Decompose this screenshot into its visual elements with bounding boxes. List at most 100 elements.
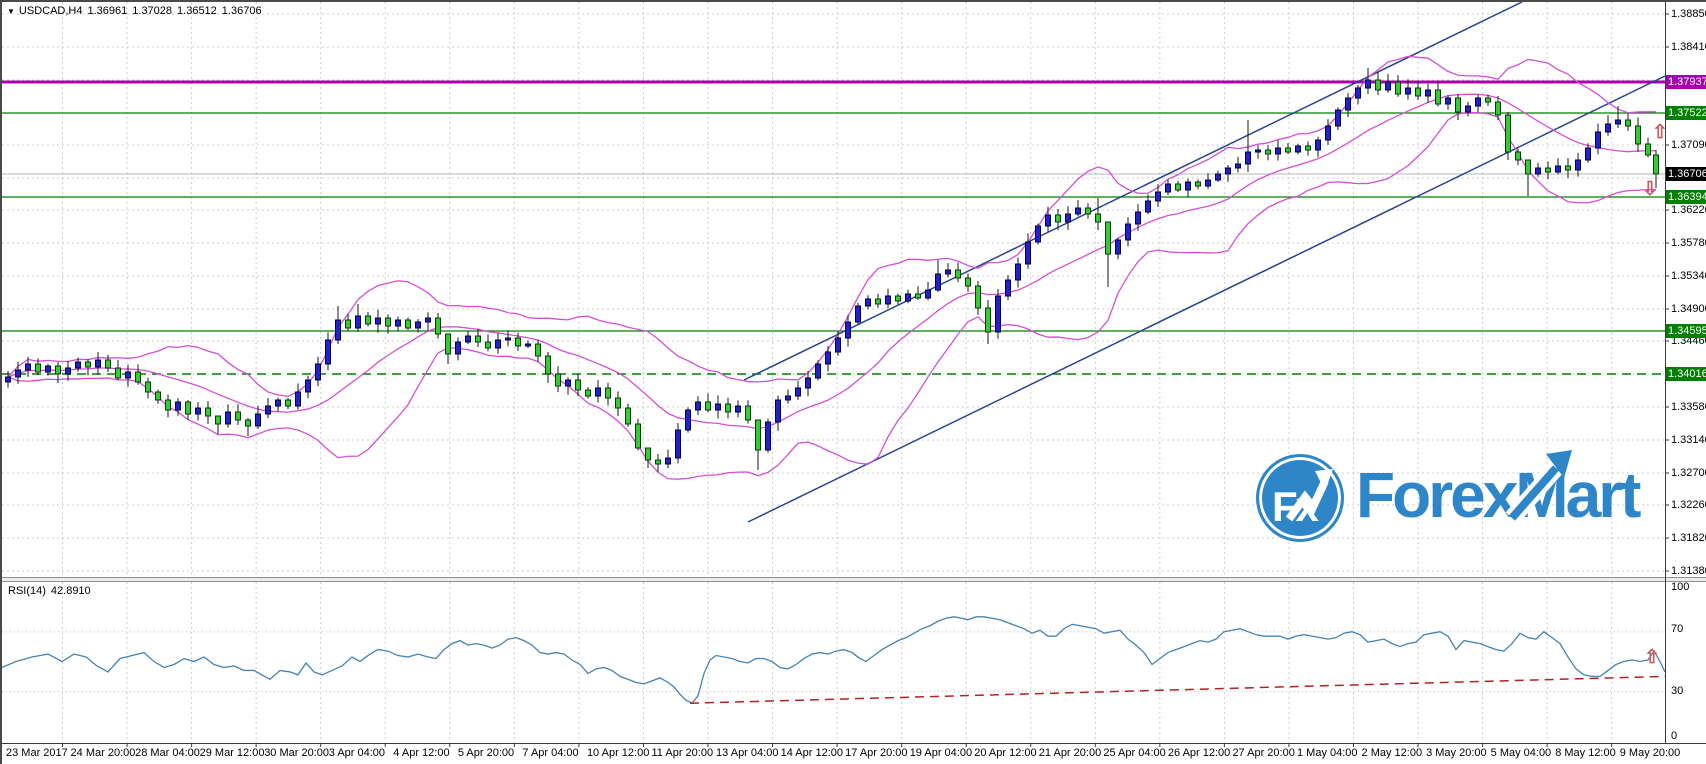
candle-body	[245, 419, 251, 427]
price-axis-label: 1.32260	[1671, 499, 1706, 511]
time-axis-label: 10 Apr 12:00	[586, 747, 650, 759]
time-axis-label: 9 May 20:00	[1619, 747, 1681, 759]
candle-body	[545, 355, 551, 375]
time-axis-label: 3 May 20:00	[1426, 747, 1487, 759]
candle-body	[55, 365, 61, 375]
candle-body	[1185, 181, 1191, 191]
price-axis-label: 1.32700	[1671, 467, 1706, 479]
time-axis-label: 24 Mar 20:00	[70, 747, 136, 759]
candle-body	[955, 269, 961, 279]
candle-body	[1495, 101, 1501, 116]
rsi-value: 42.8910	[50, 585, 91, 597]
candle-body	[235, 411, 241, 421]
rsi-signal-arrow[interactable]: ⇧	[1644, 647, 1660, 668]
candle-body	[1565, 165, 1571, 171]
candle-body	[825, 351, 831, 365]
candle-body	[1085, 207, 1091, 215]
candle-body	[695, 401, 701, 411]
quote-high: 1.37028	[132, 5, 173, 17]
candle-body	[1015, 263, 1021, 281]
main-panel	[2, 2, 1665, 523]
quote-close: 1.36706	[221, 5, 262, 17]
symbol-period: USDCAD,H4	[18, 5, 83, 17]
candle-body	[1425, 89, 1431, 97]
candle-body	[1465, 105, 1471, 113]
candle-body	[885, 295, 891, 305]
price-axis-label: 1.38410	[1671, 41, 1706, 53]
candle-body	[965, 277, 971, 287]
price-axis-label: 1.31380	[1671, 565, 1706, 577]
buy-signal-arrow[interactable]: ⇧	[1652, 122, 1668, 143]
rsi-name: RSI(14)	[8, 585, 46, 597]
candle-body	[1275, 147, 1281, 155]
candle-body	[495, 339, 501, 349]
bollinger-upper	[7, 55, 1656, 398]
candle-body	[1485, 97, 1491, 103]
candle-body	[1155, 191, 1161, 202]
candle-body	[225, 411, 231, 425]
candle-body	[165, 399, 171, 411]
candle-body	[105, 359, 111, 369]
candle-body	[395, 319, 401, 327]
sell-signal-arrow[interactable]: ⇩	[1642, 179, 1658, 200]
candle-body	[755, 419, 761, 451]
candle-body	[1195, 181, 1201, 187]
candle-body	[675, 429, 681, 459]
logo-chart-arrow-icon	[1285, 469, 1333, 522]
logo-text-forex: Forex	[1356, 459, 1518, 531]
candle-body	[915, 293, 921, 299]
candle-body	[1395, 81, 1401, 95]
candle-body	[505, 337, 511, 341]
candle-body	[15, 369, 21, 378]
candle-body	[775, 399, 781, 423]
candle-body	[585, 389, 591, 397]
rsi-axis-label: 0	[1671, 730, 1678, 742]
price-axis-label: 1.33140	[1671, 434, 1706, 446]
candle-body	[435, 317, 441, 335]
candle-body	[575, 379, 581, 391]
time-axis-label: 13 Apr 04:00	[716, 747, 779, 759]
price-axis-badge: 1.37937	[1666, 75, 1706, 89]
price-axis-badge: 1.34595	[1666, 324, 1706, 338]
candle-body	[1265, 149, 1271, 155]
candle-body	[85, 361, 91, 368]
symbol-dropdown-icon[interactable]: ▼	[7, 7, 15, 16]
candle-body	[275, 399, 281, 407]
candle-body	[785, 395, 791, 401]
candle-body	[455, 341, 461, 355]
candle-body	[645, 447, 651, 461]
time-axis-border	[2, 743, 1706, 744]
candle-body	[985, 307, 991, 333]
candle-body	[1605, 123, 1611, 133]
price-axis-label: 1.31820	[1671, 532, 1706, 544]
rsi-trendline	[689, 675, 1665, 704]
candle-body	[265, 405, 271, 415]
candle-body	[135, 371, 141, 383]
axis-ticks	[62, 13, 1669, 747]
candle-body	[805, 377, 811, 389]
candle-body	[815, 363, 821, 379]
candle-body	[1435, 89, 1441, 105]
price-axis-label: 1.35780	[1671, 237, 1706, 249]
candle-body	[1215, 173, 1221, 181]
time-axis-label: 14 Apr 12:00	[780, 747, 843, 759]
price-axis-label: 1.33580	[1671, 401, 1706, 413]
candle-body	[315, 363, 321, 381]
time-axis-label: 8 May 12:00	[1555, 747, 1616, 759]
candle-body	[185, 401, 191, 415]
candle-body	[1135, 211, 1141, 225]
candle-body	[1235, 163, 1241, 169]
candle-body	[1415, 87, 1421, 97]
panel-divider[interactable]	[2, 577, 1706, 582]
candle-body	[765, 421, 771, 451]
candle-body	[745, 405, 751, 421]
price-axis-label: 1.38850	[1671, 8, 1706, 20]
candle-body	[735, 405, 741, 413]
candle-body	[445, 333, 451, 355]
candle-body	[1075, 207, 1081, 215]
candle-body	[125, 371, 131, 379]
candle-body	[565, 379, 571, 387]
forexmart-watermark: Fx ForexMart	[1256, 450, 1676, 557]
